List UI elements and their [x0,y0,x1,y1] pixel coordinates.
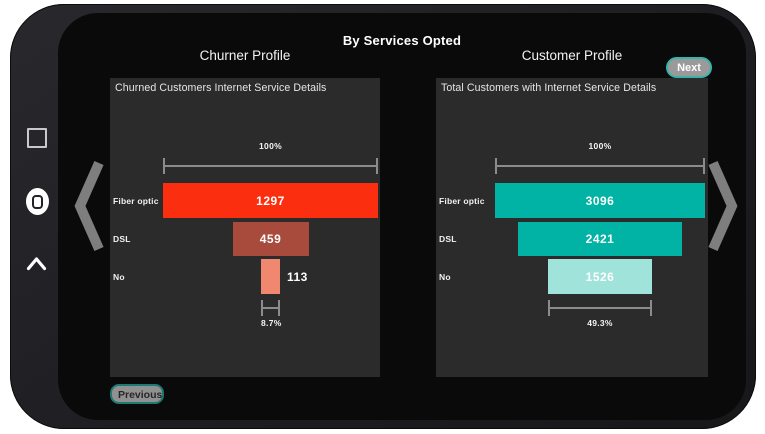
home-button-inner-shape [32,195,43,209]
home-button-icon[interactable] [26,188,49,215]
category-label: DSL [113,234,131,244]
chart-title: Total Customers with Internet Service De… [441,82,657,94]
total-customers-chart-panel: Total Customers with Internet Service De… [436,78,708,377]
funnel-bar[interactable]: 2421 [518,222,682,256]
dashboard-screen: By Services Opted Churner Profile Custom… [58,13,746,420]
category-label: No [113,271,125,282]
churner-profile-heading: Churner Profile [199,48,291,63]
chart-title: Churned Customers Internet Service Detai… [115,82,327,94]
bar-value-label: 459 [259,232,282,246]
funnel-bar[interactable] [261,259,280,294]
previous-button[interactable]: Previous [110,384,164,404]
bar-value-label: 2421 [585,232,615,246]
bar-value-label: 1297 [256,193,285,208]
page-title: By Services Opted [342,33,462,48]
category-label: DSL [439,234,457,244]
next-button[interactable]: Next [666,57,712,78]
funnel-bar[interactable]: 1297 [163,183,378,218]
tablet-frame: By Services Opted Churner Profile Custom… [10,4,756,429]
churned-customers-chart-panel: Churned Customers Internet Service Detai… [110,78,380,377]
funnel-bar[interactable]: 459 [232,222,309,256]
category-label: No [439,271,451,282]
bar-value-label: 3096 [585,193,615,208]
carousel-left-arrow-icon[interactable] [70,158,104,259]
chevron-up-icon[interactable] [26,256,47,276]
category-label: Fiber optic [113,195,159,206]
customer-profile-heading: Customer Profile [521,48,623,63]
recents-square-icon[interactable] [27,128,47,148]
category-label: Fiber optic [439,195,485,206]
bar-value-label: 1526 [585,269,615,284]
carousel-right-arrow-icon[interactable] [708,158,742,259]
funnel-bar[interactable]: 3096 [495,183,705,218]
bar-value-label: 113 [287,269,308,284]
funnel-bar[interactable]: 1526 [548,259,652,294]
